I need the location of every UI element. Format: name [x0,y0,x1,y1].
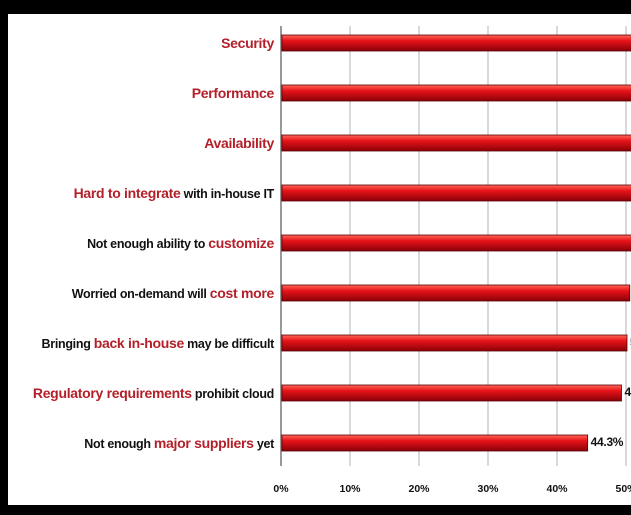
bars [281,34,631,452]
bar [281,334,628,352]
category-label-highlight: major suppliers [153,435,254,451]
bar [281,284,631,302]
category-label: Availability [204,133,274,153]
category-label-highlight: cost more [209,285,275,301]
category-label: Worried on-demand will cost more [71,283,275,303]
bar [281,384,622,402]
value-label: 44.3% [590,435,624,449]
category-labels: Security Performance Availability Hard to i… [8,14,274,505]
bar-chart [280,26,631,466]
category-label-text: prohibit cloud [191,387,274,401]
bar [281,184,631,202]
bar [281,434,589,452]
category-label-text: may be difficult [183,337,274,351]
x-tick-label: 20% [408,483,430,495]
x-tick-label: 40% [546,483,568,495]
category-label: Bringing back in-house may be difficult [41,333,275,353]
category-label: Regulatory requirements prohibit cloud [33,383,274,403]
category-label-highlight: Hard to integrate [73,185,181,201]
category-label-highlight: Availability [204,135,274,151]
category-label: Performance [191,83,275,103]
category-label-highlight: back in-house [93,335,185,351]
bar [281,84,631,102]
category-label-highlight: Performance [191,85,275,101]
x-tick-label: 50% [615,483,631,495]
chart-frame: Security Performance Availability Hard to i… [8,14,631,505]
category-label-text: Bringing [41,337,94,351]
category-label-highlight: Security [221,35,274,51]
bar [281,34,631,52]
category-label-highlight: Regulatory requirements [32,385,192,401]
category-label-text: with in-house IT [180,187,275,201]
x-tick-label: 0% [273,483,289,495]
bar [281,234,631,252]
x-tick-label: 10% [339,483,361,495]
category-label-text: Not enough [84,437,154,451]
bar [281,134,631,152]
category-label: Not enough major suppliers yet [84,433,274,453]
category-label-text: Not enough ability to [87,237,209,251]
category-label: Security [221,33,274,53]
category-label-highlight: customize [208,235,274,251]
value-label: 49.2% [624,385,631,399]
x-tick-label: 30% [477,483,499,495]
category-label-text: yet [253,437,274,451]
category-label: Hard to integrate with in-house IT [73,183,275,203]
category-label: Not enough ability to customize [87,233,274,253]
category-label-text: Worried on-demand will [71,287,210,301]
